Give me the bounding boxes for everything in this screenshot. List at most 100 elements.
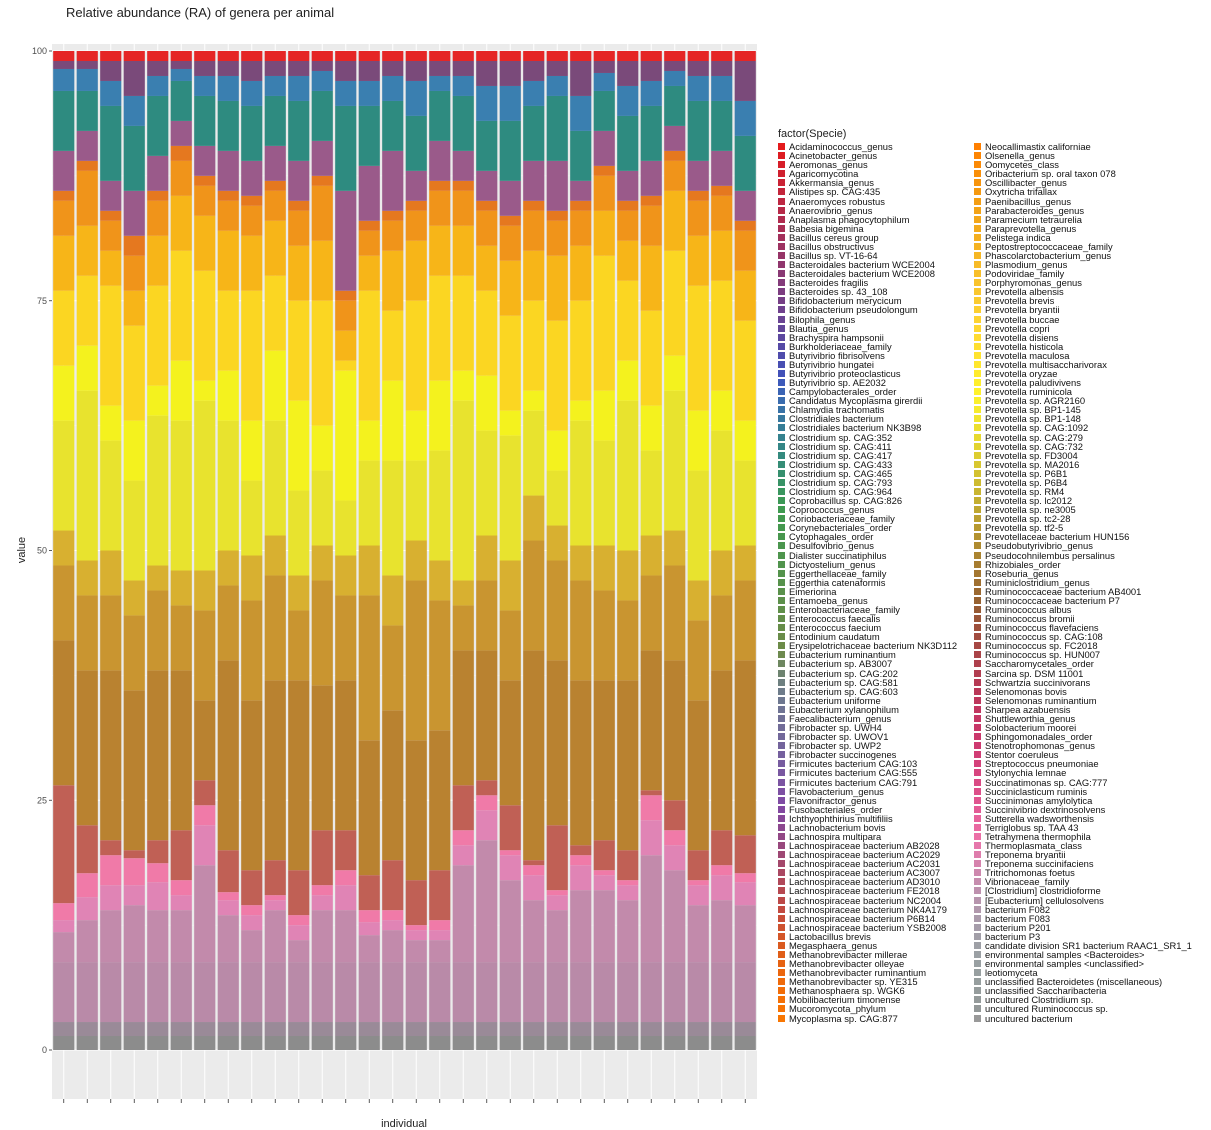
legend-swatch xyxy=(974,542,981,550)
legend-label: Butyrivibrio fibrisolvens xyxy=(789,349,885,361)
legend-item: Megasphaera_genus xyxy=(778,941,974,950)
legend-item: Succiniclasticum ruminis xyxy=(974,786,1170,796)
legend-item: Prevotella sp. ne3005 xyxy=(974,505,1170,514)
legend-label: leotiomyceta xyxy=(985,967,1038,979)
bar-segment xyxy=(523,495,545,541)
bar-segment xyxy=(53,290,75,366)
legend-label: Ruminococcus bromii xyxy=(985,613,1075,625)
bar-segment xyxy=(523,390,545,411)
legend-label: Chlamydia trachomatis xyxy=(789,404,885,416)
bar-segment xyxy=(664,70,686,86)
bar-segment xyxy=(382,380,404,461)
bar-segment xyxy=(241,290,263,421)
bar-segment xyxy=(147,200,169,236)
bar-segment xyxy=(288,100,310,161)
bar-segment xyxy=(593,890,615,963)
bar-segment xyxy=(617,850,639,881)
bar-segment xyxy=(499,610,521,681)
bar-segment xyxy=(687,235,709,286)
legend-label: Bacillus sp. VT-16-64 xyxy=(789,249,878,261)
legend-item: Aeromonas_genus xyxy=(778,160,974,169)
legend-swatch xyxy=(778,369,785,377)
bar-segment xyxy=(311,470,333,546)
bar-segment xyxy=(147,962,169,1023)
legend-item: Prevotella sp. RM4 xyxy=(974,487,1170,496)
bar-segment xyxy=(76,1036,98,1050)
legend-label: Prevotella sp. BP1-145 xyxy=(985,404,1081,416)
legend-label: candidate division SR1 bacterium RAAC1_S… xyxy=(985,939,1192,951)
bar-segment xyxy=(335,680,357,831)
bar-segment xyxy=(358,51,380,61)
legend-label: Megasphaera_genus xyxy=(789,939,878,951)
bar-segment xyxy=(664,660,686,801)
legend-label: Desulfovibrio_genus xyxy=(789,540,874,552)
bar-segment xyxy=(264,51,286,61)
bar-segment xyxy=(311,885,333,896)
bar-segment xyxy=(382,920,404,931)
bar-segment xyxy=(593,210,615,256)
bar-segment xyxy=(311,1022,333,1037)
bar-segment xyxy=(335,300,357,331)
bar-segment xyxy=(335,1036,357,1050)
bar-segment xyxy=(358,80,380,106)
legend-item: Clostridium sp. CAG:411 xyxy=(778,441,974,451)
bar-segment xyxy=(264,962,286,1023)
legend-item: Corynebacteriales_order xyxy=(778,523,974,533)
bar-segment xyxy=(476,85,498,121)
bar-segment xyxy=(429,870,451,921)
bar-segment xyxy=(734,873,756,883)
bar-segment xyxy=(711,1022,733,1037)
bar-segment xyxy=(476,290,498,376)
bar-segment xyxy=(734,320,756,421)
bar-segment xyxy=(429,140,451,181)
legend-swatch xyxy=(974,251,981,259)
bar-segment xyxy=(194,185,216,216)
legend-swatch xyxy=(974,297,981,305)
legend-item: Fibrobacter succinogenes xyxy=(778,750,974,759)
bar-segment xyxy=(640,160,662,196)
legend-label: Dictyostelium_genus xyxy=(789,558,876,570)
bar-segment xyxy=(687,962,709,1023)
bar-segment xyxy=(476,51,498,61)
bar-segment xyxy=(194,51,216,61)
legend-item: Agaricomycotina xyxy=(778,169,974,178)
bar-segment xyxy=(499,880,521,963)
bar-segment xyxy=(382,460,404,576)
bar-segment xyxy=(382,250,404,311)
bar-segment xyxy=(570,95,592,131)
bar-segment xyxy=(53,68,75,91)
bar-segment xyxy=(476,650,498,781)
bar-segment xyxy=(687,470,709,581)
legend-item: Sphingomonadales_order xyxy=(974,732,1170,741)
legend-item: Prevotellaceae bacterium HUN156 xyxy=(974,532,1170,542)
legend-label: Acidaminococcus_genus xyxy=(789,141,893,153)
legend-label: Peptostreptococcaceae_family xyxy=(985,240,1113,252)
legend-label: Neocallimastix californiae xyxy=(985,141,1091,153)
bar-segment xyxy=(405,880,427,926)
legend-swatch xyxy=(778,143,785,151)
bar-segment xyxy=(499,962,521,1023)
legend-swatch xyxy=(974,351,981,359)
bar-segment xyxy=(358,290,380,421)
bar-segment xyxy=(617,900,639,963)
bar-segment xyxy=(687,880,709,886)
legend-label: Entodinium caudatum xyxy=(789,631,880,643)
legend-label: Stentor coeruleus xyxy=(985,749,1059,761)
bar-segment xyxy=(664,150,686,161)
legend-swatch xyxy=(778,578,785,586)
legend-item: Tetrahymena thermophila xyxy=(974,832,1170,841)
legend-swatch xyxy=(974,633,981,641)
legend-swatch xyxy=(974,896,981,904)
bar-segment xyxy=(217,51,239,61)
legend-swatch xyxy=(974,270,981,278)
legend-swatch xyxy=(974,978,981,986)
bar-segment xyxy=(664,190,686,251)
bar-segment xyxy=(194,962,216,1023)
bar-segment xyxy=(217,420,239,551)
bar-segment xyxy=(335,870,357,886)
bar-segment xyxy=(147,75,169,96)
bar-segment xyxy=(687,905,709,963)
bar-segment xyxy=(382,962,404,1023)
legend-swatch xyxy=(974,224,981,232)
bar-segment xyxy=(405,200,427,211)
